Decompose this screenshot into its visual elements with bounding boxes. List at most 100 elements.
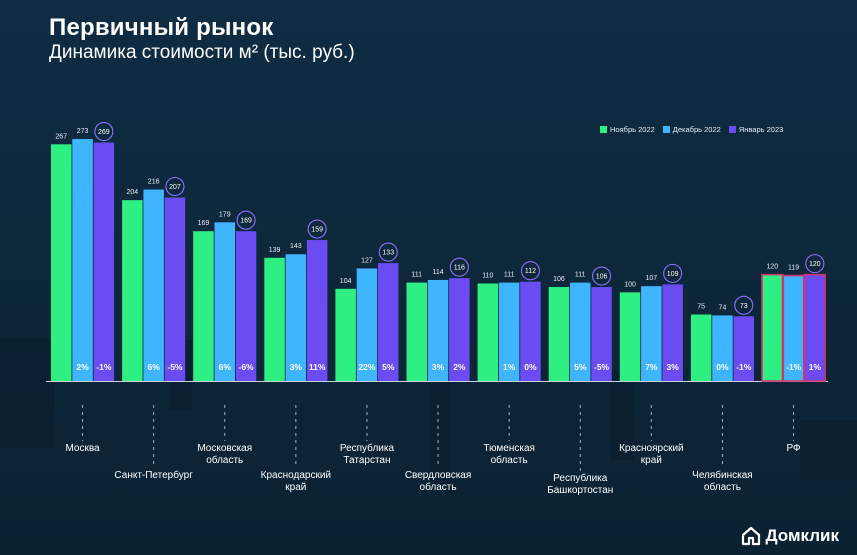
bar (641, 286, 662, 381)
bar (122, 200, 143, 381)
data-label: 169 (240, 218, 252, 225)
change-label-dec: 22% (358, 362, 375, 372)
bar (306, 240, 328, 381)
legend-swatch-jan (728, 125, 736, 133)
data-label: 111 (504, 272, 515, 279)
house-icon (742, 526, 761, 546)
bar (690, 314, 712, 381)
legend-item-nov: Ноябрь 2022 (600, 125, 655, 134)
legend-swatch-nov (600, 125, 607, 133)
bar (335, 288, 356, 381)
data-label: 207 (169, 184, 181, 191)
data-label: 127 (361, 257, 373, 264)
data-label: 112 (525, 268, 536, 275)
category-label: Московская (197, 443, 252, 454)
data-label: 204 (127, 189, 139, 196)
data-label: 133 (382, 250, 394, 257)
data-label: 116 (454, 265, 465, 272)
bar (143, 189, 164, 381)
bar (235, 231, 257, 381)
change-label-jan: -5% (167, 362, 183, 372)
brand-name: Домклик (765, 526, 839, 545)
change-label-jan: 0% (524, 362, 537, 372)
data-label: 159 (311, 227, 323, 234)
change-label-dec: 1% (503, 362, 516, 372)
bar (619, 292, 641, 381)
category-label: Республика (340, 442, 395, 454)
value-circle (449, 257, 469, 277)
bar (570, 282, 591, 381)
decor-block (430, 360, 450, 480)
category-label: Краснодарский (261, 470, 331, 481)
bar (427, 279, 449, 381)
category-label: край (285, 482, 306, 493)
data-label: 119 (788, 265, 799, 272)
data-label: 139 (269, 247, 281, 254)
bar (285, 254, 307, 381)
legend-item-jan: Январь 2023 (728, 124, 784, 134)
value-circle (734, 295, 754, 315)
bar (662, 284, 683, 381)
change-label-jan: -1% (96, 362, 112, 372)
chart-legend: Ноябрь 2022 Декабрь 2022 Январь 2023 (600, 122, 810, 136)
category-label: область (420, 481, 457, 493)
data-label: 73 (740, 303, 748, 310)
change-label-jan: -1% (736, 362, 752, 372)
value-circle (378, 242, 398, 262)
change-label-jan: 11% (309, 362, 326, 372)
bar (449, 278, 470, 381)
data-label: 269 (98, 129, 110, 136)
bar (712, 315, 733, 381)
change-label-dec: 6% (219, 362, 232, 372)
data-label: 216 (148, 179, 160, 186)
bar (93, 142, 115, 381)
data-label: 143 (290, 243, 302, 250)
data-label: 111 (575, 272, 586, 279)
bar (264, 257, 285, 381)
change-label-jan: 1% (809, 362, 822, 372)
bar (803, 273, 826, 382)
decor-block (0, 338, 55, 448)
data-label: 120 (809, 261, 821, 268)
category-label: Свердловская (405, 470, 471, 481)
category-label: РФ (786, 443, 801, 454)
change-label-jan: -5% (594, 362, 610, 372)
category-label: Башкортостан (547, 485, 613, 496)
category-label: область (704, 481, 741, 493)
bar (378, 263, 399, 381)
bar (356, 268, 378, 381)
bar (733, 316, 754, 381)
value-circle (307, 219, 327, 239)
change-label-jan: 3% (667, 362, 680, 372)
category-label: Челябинская (692, 469, 753, 481)
data-label: 273 (77, 128, 89, 135)
value-circle (663, 263, 683, 283)
change-label-dec: 7% (645, 362, 658, 372)
change-label-dec: 2% (76, 362, 89, 372)
change-label-dec: 5% (574, 362, 587, 372)
change-label-dec: 3% (432, 362, 445, 372)
data-label: 120 (766, 264, 778, 271)
category-label: область (491, 454, 528, 466)
value-circle (165, 176, 185, 197)
bar (164, 197, 186, 381)
data-label: 74 (719, 304, 727, 311)
legend-label-jan: Январь 2023 (738, 124, 784, 134)
data-label: 106 (596, 274, 608, 281)
data-label: 111 (411, 272, 422, 279)
data-label: 100 (624, 281, 636, 288)
bar (214, 222, 235, 381)
bar (477, 283, 499, 381)
bar (761, 273, 784, 382)
brand-logo: Домклик (741, 526, 839, 546)
category-label: край (641, 455, 662, 466)
bar (591, 287, 612, 381)
data-label: 107 (646, 275, 658, 282)
legend-swatch-dec (662, 125, 670, 133)
decor-block (610, 370, 634, 460)
category-label: область (206, 454, 243, 466)
data-label: 109 (667, 271, 679, 278)
bar (72, 139, 93, 381)
bar (548, 287, 570, 381)
decor-block (800, 420, 857, 480)
